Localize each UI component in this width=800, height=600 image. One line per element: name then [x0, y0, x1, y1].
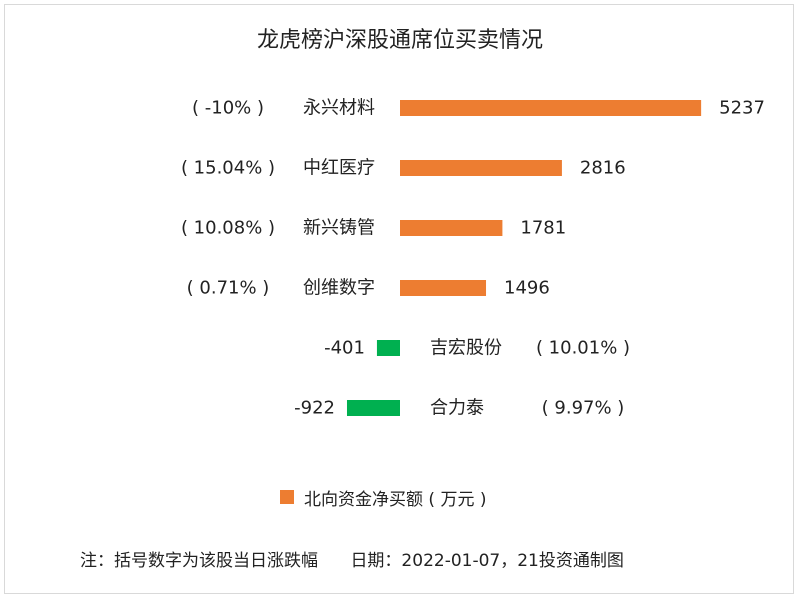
bar-3	[400, 220, 503, 236]
value-label: 1781	[520, 218, 566, 239]
bar-4	[400, 280, 487, 296]
change-label: ( 10.08% )	[181, 218, 275, 239]
value-label: 5237	[719, 98, 765, 119]
legend: 北向资金净买额 ( 万元 )	[280, 486, 487, 510]
category-label: 新兴铸管	[303, 218, 375, 239]
change-label: ( -10% )	[192, 98, 264, 119]
value-label: -401	[324, 338, 365, 359]
bar-6	[346, 400, 400, 416]
footer-note: 注：括号数字为该股当日涨跌幅	[80, 551, 318, 571]
change-label: ( 0.71% )	[187, 278, 270, 299]
change-label: ( 9.97% )	[542, 398, 625, 419]
category-label: 创维数字	[303, 278, 375, 299]
footer-gap	[318, 551, 350, 571]
chart-frame	[4, 4, 794, 594]
change-label: ( 15.04% )	[181, 158, 275, 179]
change-label: ( 10.01% )	[536, 338, 630, 359]
category-label: 永兴材料	[303, 98, 375, 119]
legend-label: 北向资金净买额 ( 万元 )	[304, 489, 487, 510]
value-label: 1496	[504, 278, 550, 299]
footer: 注：括号数字为该股当日涨跌幅 日期：2022-01-07，21投资通制图	[80, 546, 624, 571]
footer-date: 日期：2022-01-07，21投资通制图	[350, 551, 624, 571]
bar-1	[400, 100, 702, 116]
value-label: 2816	[580, 158, 626, 179]
category-label: 吉宏股份	[430, 338, 502, 359]
chart-title: 龙虎榜沪深股通席位买卖情况	[256, 28, 543, 53]
bar-2	[400, 160, 562, 176]
category-label: 中红医疗	[303, 158, 375, 179]
value-label: -922	[294, 398, 335, 419]
bar-5	[376, 340, 400, 356]
category-label: 合力泰	[430, 398, 484, 419]
legend-swatch	[280, 490, 294, 504]
